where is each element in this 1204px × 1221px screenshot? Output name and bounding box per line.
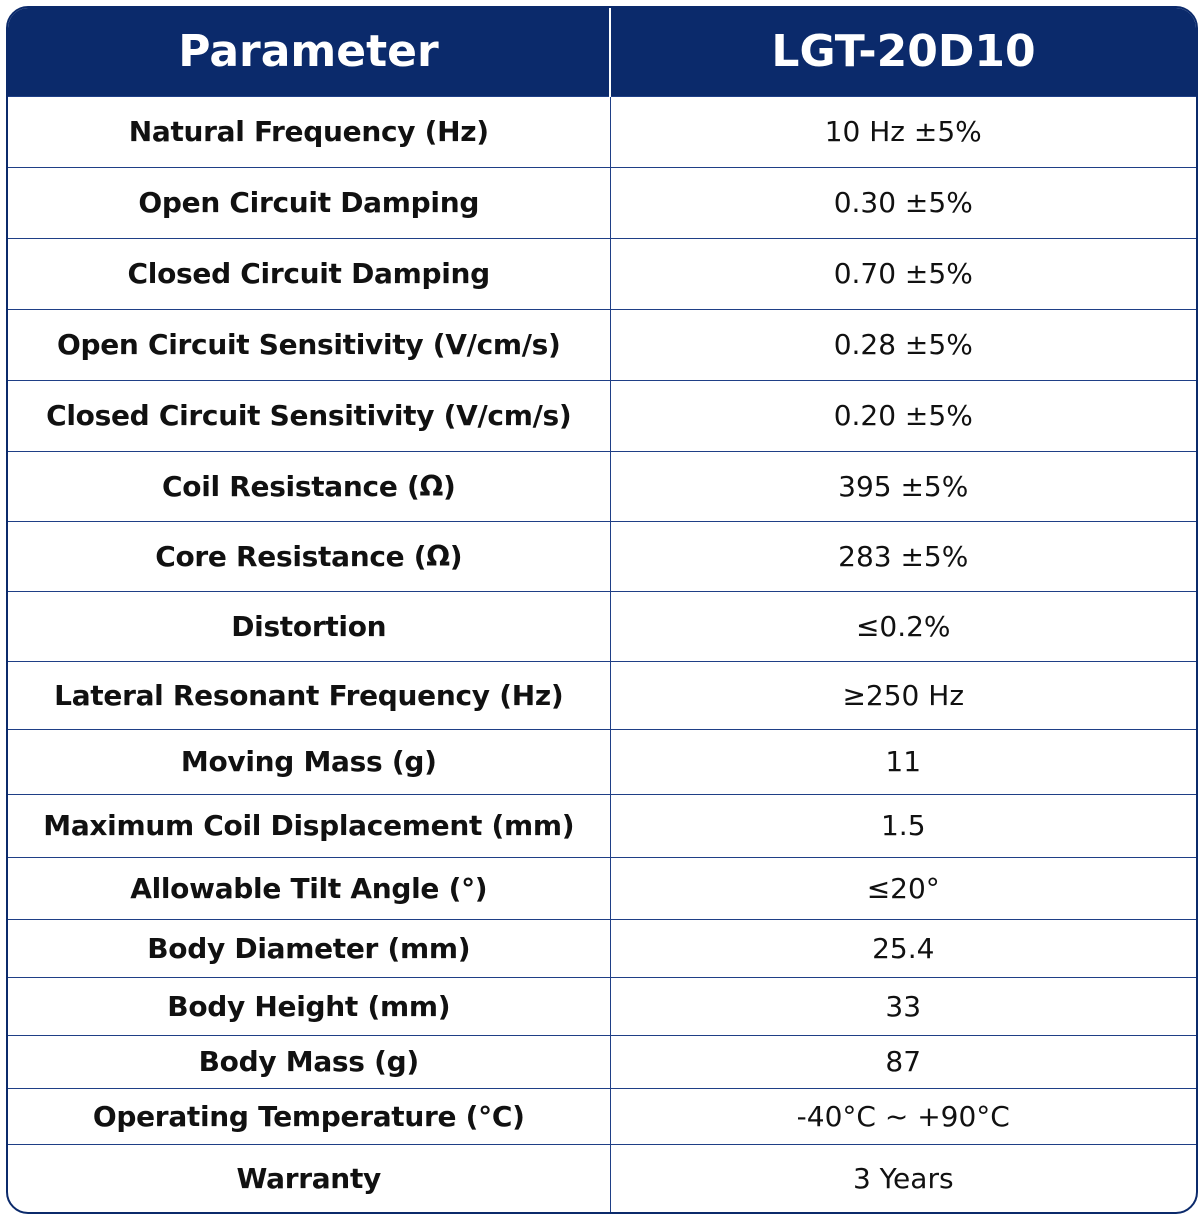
row-parameter: Body Height (mm) bbox=[8, 976, 611, 1035]
header-row: Parameter LGT-20D10 bbox=[8, 8, 1196, 96]
table-row: Body Height (mm) 33 bbox=[8, 976, 1196, 1035]
table-row: Distortion ≤0.2% bbox=[8, 590, 1196, 661]
table-row: Allowable Tilt Angle (°) ≤20° bbox=[8, 856, 1196, 919]
table-row: Operating Temperature (°C) -40°C ~ +90°C bbox=[8, 1087, 1196, 1144]
table-row: Core Resistance (Ω) 283 ±5% bbox=[8, 520, 1196, 591]
row-value: 0.28 ±5% bbox=[610, 308, 1196, 380]
row-parameter: Warranty bbox=[8, 1143, 611, 1212]
model-header: LGT-20D10 bbox=[610, 8, 1196, 96]
row-parameter: Moving Mass (g) bbox=[8, 728, 611, 794]
row-parameter: Closed Circuit Damping bbox=[8, 237, 611, 309]
table-row: Body Diameter (mm) 25.4 bbox=[8, 918, 1196, 977]
row-value: -40°C ~ +90°C bbox=[610, 1087, 1196, 1144]
row-value: 10 Hz ±5% bbox=[610, 95, 1196, 167]
row-value: ≤0.2% bbox=[610, 590, 1196, 661]
table-row: Warranty 3 Years bbox=[8, 1143, 1196, 1212]
row-parameter: Distortion bbox=[8, 590, 611, 661]
row-parameter: Open Circuit Sensitivity (V/cm/s) bbox=[8, 308, 611, 380]
row-value: 3 Years bbox=[610, 1143, 1196, 1212]
row-value: 0.70 ±5% bbox=[610, 237, 1196, 309]
row-parameter: Body Diameter (mm) bbox=[8, 918, 611, 977]
table-row: Natural Frequency (Hz) 10 Hz ±5% bbox=[8, 95, 1196, 167]
row-value: ≤20° bbox=[610, 856, 1196, 919]
row-value: 283 ±5% bbox=[610, 520, 1196, 591]
table-row: Open Circuit Sensitivity (V/cm/s) 0.28 ±… bbox=[8, 308, 1196, 380]
row-parameter: Maximum Coil Displacement (mm) bbox=[8, 793, 611, 857]
row-value: ≥250 Hz bbox=[610, 660, 1196, 729]
row-value: 87 bbox=[610, 1034, 1196, 1088]
row-value: 0.30 ±5% bbox=[610, 166, 1196, 238]
row-value: 0.20 ±5% bbox=[610, 379, 1196, 451]
row-parameter: Operating Temperature (°C) bbox=[8, 1087, 611, 1144]
table-row: Closed Circuit Damping 0.70 ±5% bbox=[8, 237, 1196, 309]
table-row: Moving Mass (g) 11 bbox=[8, 728, 1196, 794]
row-value: 33 bbox=[610, 976, 1196, 1035]
row-value: 1.5 bbox=[610, 793, 1196, 857]
row-parameter: Lateral Resonant Frequency (Hz) bbox=[8, 660, 611, 729]
row-parameter: Body Mass (g) bbox=[8, 1034, 611, 1088]
row-parameter: Coil Resistance (Ω) bbox=[8, 450, 611, 521]
table-row: Open Circuit Damping 0.30 ±5% bbox=[8, 166, 1196, 238]
table-row: Lateral Resonant Frequency (Hz) ≥250 Hz bbox=[8, 660, 1196, 729]
row-value: 11 bbox=[610, 728, 1196, 794]
row-parameter: Core Resistance (Ω) bbox=[8, 520, 611, 591]
row-value: 25.4 bbox=[610, 918, 1196, 977]
row-parameter: Natural Frequency (Hz) bbox=[8, 95, 611, 167]
parameter-header: Parameter bbox=[8, 8, 611, 96]
row-value: 395 ±5% bbox=[610, 450, 1196, 521]
spec-table-container: Parameter LGT-20D10 Natural Frequency (H… bbox=[6, 6, 1198, 1214]
row-parameter: Open Circuit Damping bbox=[8, 166, 611, 238]
table-row: Maximum Coil Displacement (mm) 1.5 bbox=[8, 793, 1196, 857]
row-parameter: Closed Circuit Sensitivity (V/cm/s) bbox=[8, 379, 611, 451]
table-row: Coil Resistance (Ω) 395 ±5% bbox=[8, 450, 1196, 521]
row-parameter: Allowable Tilt Angle (°) bbox=[8, 856, 611, 919]
spec-table: Parameter LGT-20D10 Natural Frequency (H… bbox=[8, 8, 1196, 1212]
table-row: Closed Circuit Sensitivity (V/cm/s) 0.20… bbox=[8, 379, 1196, 451]
table-row: Body Mass (g) 87 bbox=[8, 1034, 1196, 1088]
